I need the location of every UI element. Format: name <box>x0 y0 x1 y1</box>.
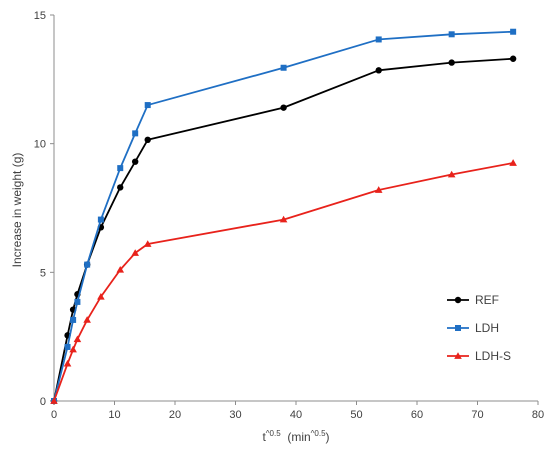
legend-label: LDH <box>475 321 499 335</box>
y-tick-label: 10 <box>34 139 46 151</box>
data-point-ldh <box>117 165 124 172</box>
data-point-ldh-s <box>97 292 105 300</box>
data-point-ldh-s <box>143 240 152 247</box>
legend-swatch-marker <box>454 296 462 304</box>
data-point-ldh <box>64 343 71 350</box>
x-axis-title: t^0.5 (min^0.5) <box>262 429 329 444</box>
data-point-ldh-s <box>73 335 82 343</box>
data-point-ldh <box>510 28 517 35</box>
legend-swatch-marker <box>454 352 462 359</box>
data-point-ldh-s <box>447 170 456 178</box>
data-point-ldh <box>448 31 455 38</box>
data-point-ref <box>144 136 151 144</box>
x-axis-title-base: t <box>262 430 266 444</box>
series-ldh-s <box>50 159 517 404</box>
data-point-ldh-s <box>69 345 77 353</box>
data-point-ldh <box>280 64 287 71</box>
y-tick-label: 15 <box>34 10 46 22</box>
data-point-ldh <box>70 316 77 323</box>
x-axis-title-unit-close: ) <box>326 430 330 444</box>
legend: REF LDH LDH-S <box>447 293 511 363</box>
series-line-ldh-s <box>53 162 514 402</box>
x-axis-title-unit: (min <box>281 430 311 444</box>
data-point-ldh-s <box>116 265 125 273</box>
data-point-ldh <box>144 102 151 109</box>
x-tick-label: 20 <box>169 409 181 421</box>
data-point-ldh-s <box>509 159 517 166</box>
data-point-ref <box>448 59 455 66</box>
series-ref <box>50 55 517 405</box>
data-point-ldh <box>97 216 104 223</box>
data-point-ldh-s <box>83 316 91 323</box>
y-tick-label: 5 <box>40 267 46 279</box>
data-point-ref <box>509 55 517 62</box>
x-tick-label: 70 <box>471 409 483 421</box>
x-axis-title-unit-exponent: ^0.5 <box>311 429 326 438</box>
x-tick-label: 30 <box>229 409 241 421</box>
data-point-ref <box>117 184 124 191</box>
x-tick-label: 80 <box>532 409 544 421</box>
data-point-ldh-s <box>50 397 58 404</box>
data-point-ref <box>280 104 287 111</box>
data-point-ldh <box>84 261 91 268</box>
legend-item-ldh-s: LDH-S <box>447 349 511 363</box>
x-tick-label: 50 <box>350 409 362 421</box>
legend-label: LDH-S <box>475 349 511 363</box>
x-axis-title-exponent: ^0.5 <box>266 429 281 438</box>
x-tick-label: 60 <box>411 409 423 421</box>
legend-item-ldh: LDH <box>447 321 499 335</box>
data-point-ref <box>375 67 382 74</box>
data-point-ldh <box>74 298 81 305</box>
plot-series <box>50 28 517 405</box>
axes: 0 5 10 15 0 10 20 30 40 50 60 70 80 <box>34 10 544 421</box>
data-point-ldh-s <box>374 186 383 193</box>
axis-labels: Increase in weight (g) t^0.5 (min^0.5) <box>10 153 330 444</box>
y-axis-title: Increase in weight (g) <box>10 153 24 268</box>
data-point-ref <box>131 158 139 165</box>
data-point-ldh-s <box>63 359 72 367</box>
data-point-ldh-s <box>279 215 288 223</box>
data-point-ldh <box>132 130 139 137</box>
legend-label: REF <box>475 293 499 307</box>
data-point-ldh-s <box>131 249 139 256</box>
x-tick-label: 10 <box>108 409 120 421</box>
data-point-ldh <box>375 36 382 43</box>
legend-item-ref: REF <box>447 293 499 307</box>
x-tick-label: 0 <box>51 409 57 421</box>
y-tick-label: 0 <box>40 396 46 408</box>
x-tick-label: 40 <box>290 409 302 421</box>
legend-swatch-marker <box>455 325 461 331</box>
